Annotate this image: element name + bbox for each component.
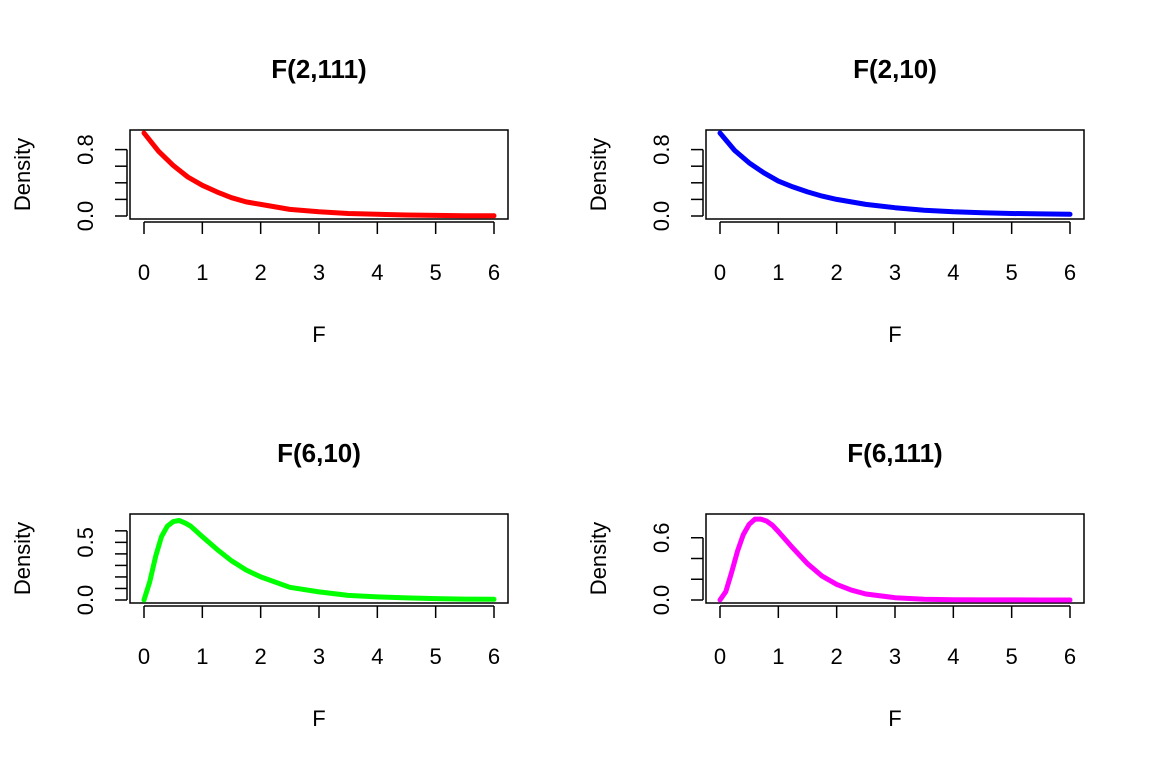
x-axis-label: F [312, 322, 325, 347]
x-tick-label: 4 [371, 260, 383, 285]
panel-title: F(6,111) [847, 438, 942, 468]
y-tick-label: 0.5 [73, 527, 98, 558]
x-tick-label: 6 [1064, 644, 1076, 669]
y-tick-label: 0.6 [649, 522, 674, 553]
density-curve [141, 518, 497, 603]
x-tick-label: 1 [196, 644, 208, 669]
x-tick-label: 5 [430, 644, 442, 669]
x-tick-label: 5 [1006, 260, 1018, 285]
x-tick-label: 2 [831, 644, 843, 669]
x-axis-label: F [888, 706, 901, 731]
x-tick-label: 0 [138, 644, 150, 669]
panel-title: F(2,111) [271, 54, 366, 84]
x-tick-label: 6 [488, 644, 500, 669]
y-axis-label: Density [10, 138, 35, 211]
x-tick-label: 0 [714, 260, 726, 285]
density-curve [717, 130, 1073, 217]
x-axis-label: F [312, 706, 325, 731]
y-tick-label: 0.0 [73, 585, 98, 616]
x-tick-label: 4 [947, 260, 959, 285]
x-tick-label: 1 [772, 644, 784, 669]
density-curve [141, 130, 497, 219]
x-tick-label: 2 [255, 644, 267, 669]
panel-3: F(6,10) 0 1 2 3 4 5 6 0.0 0.5 F Density [10, 438, 509, 731]
y-axis-label: Density [586, 522, 611, 595]
x-tick-label: 1 [196, 260, 208, 285]
x-tick-label: 2 [255, 260, 267, 285]
plot-frame [705, 513, 1085, 604]
y-tick-label: 0.8 [649, 134, 674, 165]
x-tick-label: 6 [1064, 260, 1076, 285]
y-tick-label: 0.0 [649, 201, 674, 232]
y-tick-label: 0.8 [73, 134, 98, 165]
x-tick-label: 3 [313, 260, 325, 285]
plot-frame [705, 129, 1085, 220]
y-tick-label: 0.0 [649, 585, 674, 616]
x-tick-label: 3 [889, 644, 901, 669]
panel-1: F(2,111) 0 1 2 3 4 5 6 0.0 0.8 F Density [10, 54, 509, 347]
x-tick-label: 0 [714, 644, 726, 669]
x-tick-label: 4 [371, 644, 383, 669]
panel-2: F(2,10) 0 1 2 3 4 5 6 0.0 0.8 F Density [586, 54, 1085, 347]
x-tick-label: 3 [889, 260, 901, 285]
plot-frame [129, 129, 509, 220]
x-tick-label: 6 [488, 260, 500, 285]
y-axis-label: Density [586, 138, 611, 211]
x-tick-label: 0 [138, 260, 150, 285]
x-tick-label: 4 [947, 644, 959, 669]
x-tick-label: 3 [313, 644, 325, 669]
panel-title: F(6,10) [277, 438, 361, 468]
x-axis-label: F [888, 322, 901, 347]
x-tick-label: 2 [831, 260, 843, 285]
plot-frame [129, 513, 509, 604]
panel-title: F(2,10) [853, 54, 937, 84]
y-tick-label: 0.0 [73, 201, 98, 232]
y-axis-label: Density [10, 522, 35, 595]
x-tick-label: 1 [772, 260, 784, 285]
x-tick-label: 5 [1006, 644, 1018, 669]
x-tick-label: 5 [430, 260, 442, 285]
panel-4: F(6,111) 0 1 2 3 4 5 6 0.0 0.6 F Density [586, 438, 1085, 731]
density-curve [717, 516, 1073, 603]
